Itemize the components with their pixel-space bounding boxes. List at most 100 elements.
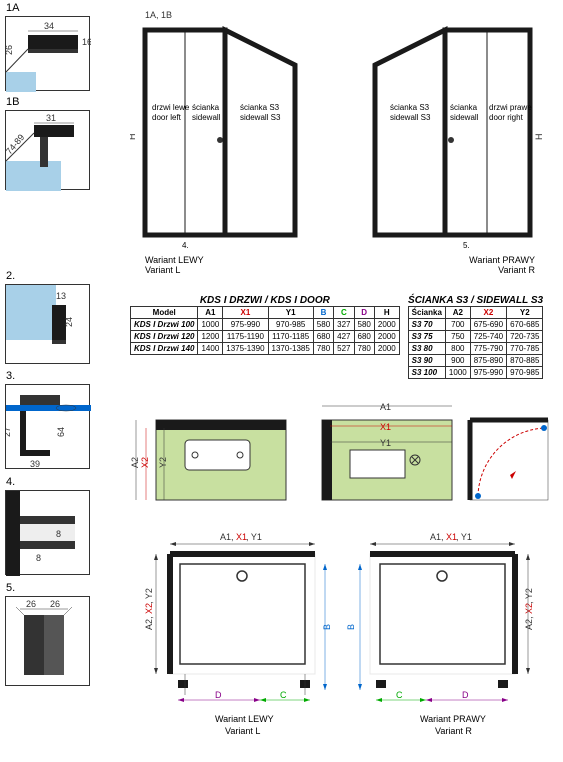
svg-text:sidewall: sidewall [192, 113, 221, 122]
svg-text:sidewall: sidewall [450, 113, 479, 122]
svg-text:C: C [280, 690, 287, 700]
table-row: S3 75750725-740720-735 [408, 331, 543, 343]
svg-text:door left: door left [152, 113, 182, 122]
dim-8b: 8 [36, 553, 41, 563]
dim-26: 26 [6, 45, 14, 55]
svg-text:X2: X2 [140, 457, 150, 468]
dim-8a: 8 [56, 529, 61, 539]
dim-27: 27 [6, 427, 12, 437]
svg-text:H: H [534, 134, 544, 141]
tables-row: KDS I DRZWI / KDS I DOOR ModelA1X1Y1BCDH… [130, 295, 550, 379]
col-header: Y2 [507, 307, 543, 319]
svg-text:drzwi lewe: drzwi lewe [152, 103, 190, 112]
table-row: S3 70700675-690670-685 [408, 319, 543, 331]
detail-5-label: 5. [6, 582, 15, 594]
svg-text:5.: 5. [463, 241, 470, 250]
svg-text:sidewall S3: sidewall S3 [240, 113, 281, 122]
table-row: S3 80800775-790770-785 [408, 343, 543, 355]
col-header: Model [131, 307, 198, 319]
svg-text:ścianka: ścianka [450, 103, 478, 112]
col-header: X1 [223, 307, 268, 319]
detail-1a: 34 16 26 [5, 16, 90, 91]
detail-2: 13 24 [5, 284, 90, 364]
col-header: A1 [198, 307, 223, 319]
svg-text:A2,: A2, [144, 616, 154, 630]
dim-24: 24 [64, 317, 74, 327]
svg-text:X1: X1 [380, 422, 391, 432]
iso-right-variant1: Wariant PRAWY [469, 255, 535, 265]
svg-text:A1,: A1, [430, 532, 444, 542]
dim-13: 13 [56, 291, 66, 301]
dim-26b: 26 [50, 599, 60, 609]
svg-text:H: H [130, 134, 137, 141]
svg-text:A2,: A2, [524, 616, 534, 630]
iso-left-toplabel: 1A, 1B [145, 10, 172, 20]
dim-31: 31 [46, 113, 56, 123]
sidewall-table: ŚciankaA2X2Y2S3 70700675-690670-685S3 75… [408, 306, 544, 379]
svg-text:ścianka S3: ścianka S3 [390, 103, 430, 112]
iso-right: H ścianka S3 sidewall S3 ścianka sidewal… [345, 10, 545, 270]
detail-4: 8 8 [5, 490, 90, 575]
dim-34: 34 [44, 21, 54, 31]
svg-text:, Y1: , Y1 [456, 532, 472, 542]
svg-text:, Y2: , Y2 [524, 588, 534, 604]
svg-text:ścianka: ścianka [192, 103, 220, 112]
dim-64: 64 [56, 427, 66, 437]
iso-right-variant2: Variant R [498, 265, 535, 275]
col-header: D [354, 307, 374, 319]
door-table: ModelA1X1Y1BCDHKDS I Drzwi 1001000975-99… [130, 306, 400, 355]
svg-text:sidewall S3: sidewall S3 [390, 113, 431, 122]
svg-text:Variant L: Variant L [225, 726, 260, 736]
table-row: KDS I Drzwi 14014001375-13901370-1385780… [131, 343, 400, 355]
svg-text:A2: A2 [130, 457, 140, 468]
detail-4-label: 4. [6, 476, 15, 488]
col-header: C [334, 307, 354, 319]
svg-text:D: D [462, 690, 469, 700]
svg-text:, Y2: , Y2 [144, 588, 154, 604]
col-header: X2 [470, 307, 506, 319]
svg-text:drzwi prawe: drzwi prawe [489, 103, 532, 112]
col-header: Ścianka [408, 307, 445, 319]
svg-text:B: B [322, 624, 332, 630]
detail-1b-label: 1B [6, 96, 19, 108]
svg-text:ścianka S3: ścianka S3 [240, 103, 280, 112]
iso-left-variant2: Variant L [145, 265, 180, 275]
svg-text:Wariant PRAWY: Wariant PRAWY [420, 714, 486, 724]
iso-left: 1A, 1B H drzwi lewe door left ścianka si… [130, 10, 330, 270]
table-row: S3 1001000975-990970-985 [408, 367, 543, 379]
detail-5: 26 26 [5, 596, 90, 686]
detail-1b: 31 74-89 [5, 110, 90, 190]
svg-text:Wariant LEWY: Wariant LEWY [215, 714, 274, 724]
table-row: S3 90900875-890870-885 [408, 355, 543, 367]
dim-26a: 26 [26, 599, 36, 609]
detail-2-label: 2. [6, 270, 15, 282]
svg-text:A1,: A1, [220, 532, 234, 542]
svg-text:D: D [215, 690, 222, 700]
svg-text:C: C [396, 690, 403, 700]
svg-text:4.: 4. [182, 241, 189, 250]
detail-1a-label: 1A [6, 2, 19, 14]
col-header: H [374, 307, 399, 319]
dim-39: 39 [30, 459, 40, 469]
svg-text:B: B [346, 624, 356, 630]
door-table-title: KDS I DRZWI / KDS I DOOR [130, 295, 400, 306]
svg-text:door right: door right [489, 113, 524, 122]
sidewall-table-title: ŚCIANKA S3 / SIDEWALL S3 [408, 295, 544, 306]
col-header: B [313, 307, 333, 319]
table-row: KDS I Drzwi 12012001175-11901170-1185680… [131, 331, 400, 343]
col-header: A2 [445, 307, 470, 319]
svg-text:, Y1: , Y1 [246, 532, 262, 542]
detail-3: 27 39 64 [5, 384, 90, 469]
detail-3-label: 3. [6, 370, 15, 382]
dim-16: 16 [82, 37, 91, 47]
col-header: Y1 [268, 307, 313, 319]
svg-text:Y2: Y2 [158, 457, 168, 468]
iso-left-variant1: Wariant LEWY [145, 255, 204, 265]
mid-diagrams: A2 X2 Y2 A1 X1 Y1 [130, 400, 550, 515]
technical-drawing-page: 1A 34 16 26 1B 31 74-89 2. 13 24 3. 27 3… [0, 0, 563, 762]
svg-text:A1: A1 [380, 402, 391, 412]
svg-text:Variant R: Variant R [435, 726, 472, 736]
svg-text:Y1: Y1 [380, 438, 391, 448]
bottom-plans: A1, X1, Y1 A2, X2 , Y2 D C B Wariant LEW… [130, 530, 550, 750]
table-row: KDS I Drzwi 1001000975-990970-9855803275… [131, 319, 400, 331]
